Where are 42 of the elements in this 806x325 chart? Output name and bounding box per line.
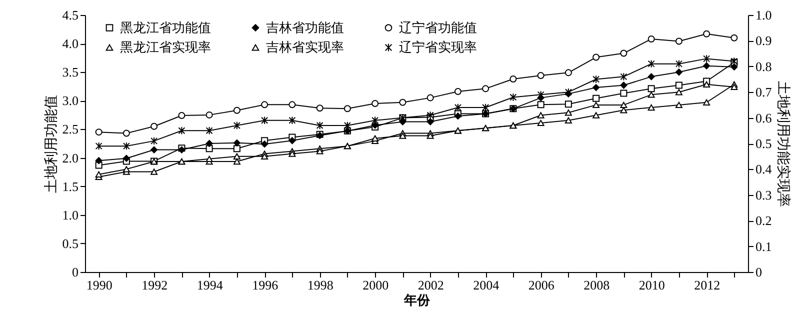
y-tick-label: 3.5 — [62, 64, 78, 80]
y-tick-label: 4.5 — [62, 8, 78, 22]
legend-label: 辽宁省实现率 — [399, 40, 477, 54]
legend-label: 黑龙江省实现率 — [120, 40, 211, 54]
y2-tick-label: 0.9 — [756, 33, 772, 48]
x-tick-label: 1994 — [196, 278, 224, 292]
legend-label: 吉林省功能值 — [266, 20, 344, 35]
x-tick-label: 2012 — [694, 278, 720, 292]
x-tick-label: 2004 — [473, 278, 500, 292]
y2-tick-label: 0.2 — [756, 213, 772, 228]
y2-tick-label: 0.8 — [756, 58, 772, 74]
legend-label: 吉林省实现率 — [266, 40, 344, 54]
y-tick-label: 1.5 — [62, 178, 78, 194]
y2-tick-label: 0.1 — [756, 238, 772, 254]
y-tick-label: 0 — [72, 264, 78, 280]
legend-label: 黑龙江省功能值 — [120, 20, 211, 35]
x-tick-label: 1996 — [252, 278, 279, 292]
x-tick-label: 1998 — [307, 278, 334, 292]
x-tick-label: 1990 — [86, 278, 112, 292]
x-tick-label: 2008 — [584, 278, 610, 292]
x-tick-label: 2000 — [362, 278, 389, 292]
x-axis-title: 年份 — [403, 292, 431, 308]
y2-tick-label: 0.3 — [756, 187, 772, 202]
x-tick-label: 2006 — [528, 278, 555, 292]
y-tick-label: 2.0 — [62, 150, 78, 166]
y-tick-label: 0.5 — [62, 236, 78, 251]
y2-tick-label: 0 — [756, 264, 762, 280]
y-tick-label: 3.0 — [62, 93, 78, 108]
legend-label: 辽宁省功能值 — [399, 20, 477, 35]
x-tick-label: 1992 — [142, 278, 168, 292]
y-tick-label: 1.0 — [62, 207, 78, 222]
y2-tick-label: 0.6 — [756, 110, 772, 126]
y2-tick-label: 0.7 — [756, 84, 772, 100]
y2-tick-label: 1.0 — [756, 8, 772, 22]
y-tick-label: 4.0 — [62, 36, 78, 52]
x-tick-label: 2010 — [638, 278, 665, 292]
y-tick-label: 2.5 — [62, 122, 78, 137]
y2-axis-title: 土地利用功能实现率 — [774, 81, 791, 207]
x-tick-label: 2002 — [418, 278, 444, 292]
y2-tick-label: 0.4 — [756, 162, 772, 177]
y2-tick-label: 0.5 — [756, 136, 772, 151]
y-axis-title: 土地利用功能值 — [43, 95, 60, 193]
